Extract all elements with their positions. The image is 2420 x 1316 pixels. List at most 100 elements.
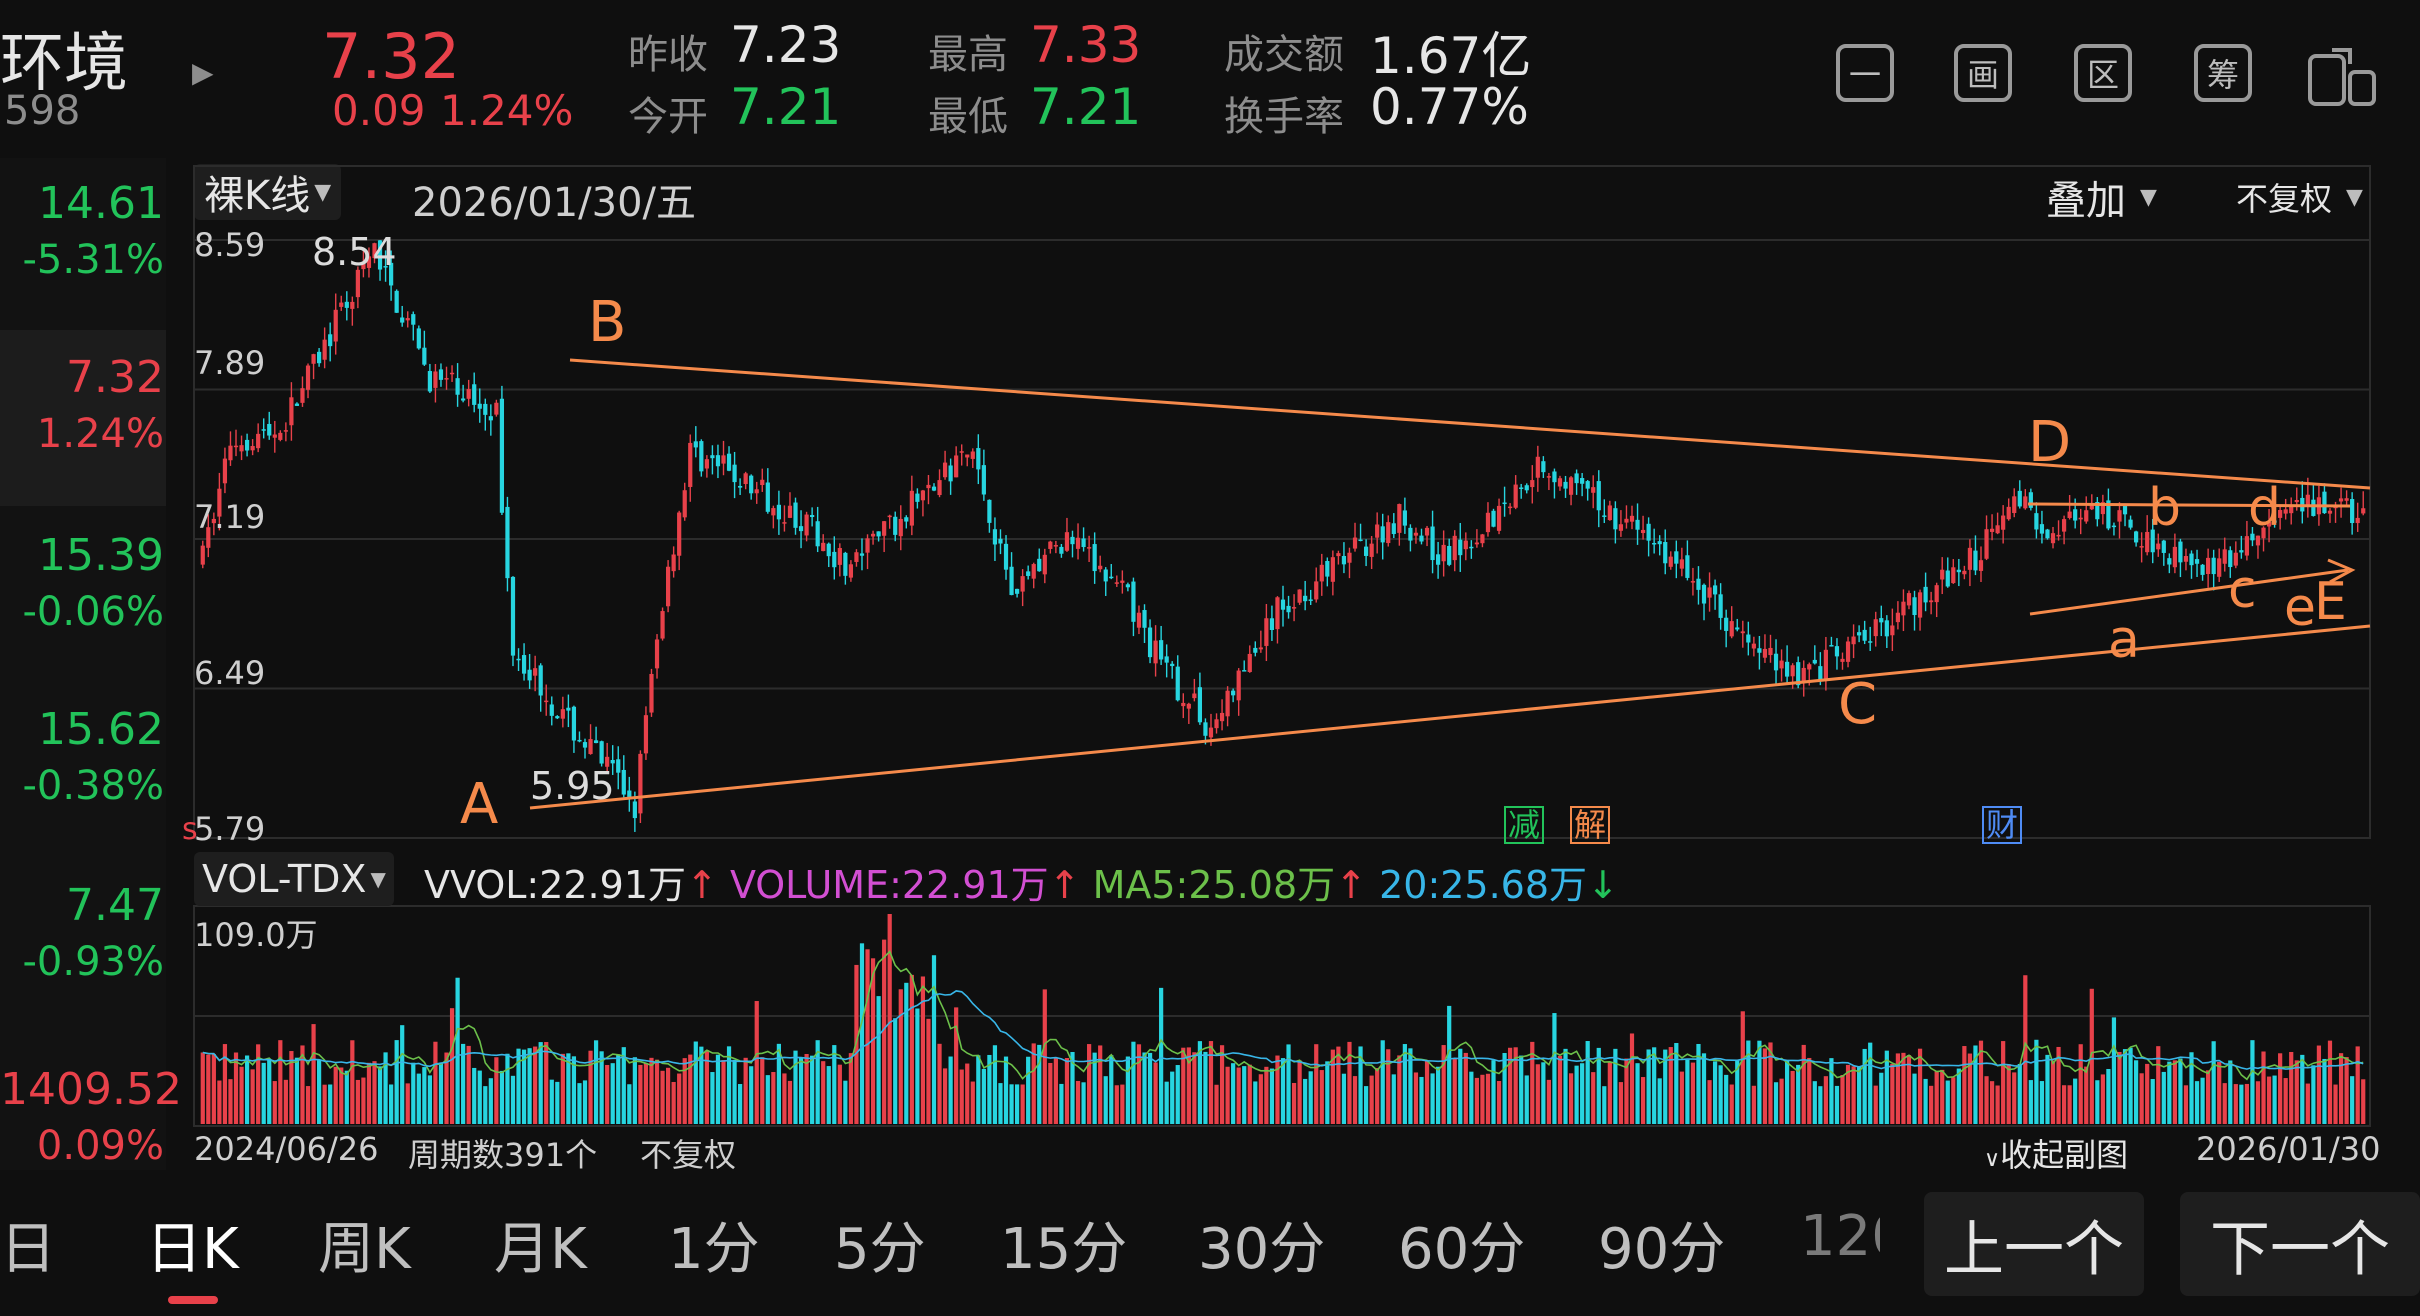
overlay-selector[interactable]: 叠加 ▼ — [2046, 168, 2157, 226]
candle-body — [1945, 570, 1950, 587]
candle-body — [278, 432, 283, 440]
tab-5min[interactable]: 5分 — [834, 1217, 926, 1282]
candle-body — [2178, 541, 2183, 563]
tab-daily-k[interactable]: 日K — [146, 1217, 239, 1282]
candle-body — [361, 263, 366, 270]
chips-box-icon[interactable]: 筹 — [2194, 44, 2252, 102]
candle-body — [2239, 550, 2244, 553]
left-panel-item[interactable]: 15.62 -0.38% — [0, 704, 164, 809]
candle-body — [272, 434, 277, 438]
wave-label-E: E — [2314, 572, 2347, 632]
volume-bar — [1718, 1065, 1723, 1124]
volume-bar — [461, 1043, 466, 1124]
candle-body — [2100, 502, 2105, 515]
volume-bar — [1956, 1068, 1961, 1124]
candle-body — [2222, 549, 2227, 564]
candle-body — [1419, 535, 1424, 542]
tab-90min[interactable]: 90分 — [1598, 1217, 1726, 1282]
volume-bar — [2206, 1070, 2211, 1124]
candle-body — [1585, 481, 1590, 489]
chart-type-selector[interactable]: 裸K线 ▼ — [194, 164, 342, 220]
volume-bar — [544, 1042, 549, 1124]
volume-bar — [2028, 1080, 2033, 1124]
volume-bar — [383, 1052, 388, 1124]
volume-bar — [2001, 1041, 2006, 1124]
tab-1min[interactable]: 1分 — [668, 1217, 760, 1282]
tab-weekly-k[interactable]: 周K — [318, 1217, 411, 1282]
left-panel-item[interactable]: 15.39 -0.06% — [0, 530, 164, 635]
volume-bar — [1491, 1060, 1496, 1124]
candle-body — [1092, 544, 1097, 572]
volume-bar — [433, 1041, 438, 1124]
collapse-subchart-button[interactable]: ∨收起副图 — [1984, 1130, 2128, 1176]
adjust-selector[interactable]: 不复权 ▼ — [2236, 174, 2363, 220]
picture-box-icon[interactable]: 画 — [1954, 44, 2012, 102]
candle-body — [1823, 649, 1828, 680]
region-box-icon[interactable]: 区 — [2074, 44, 2132, 102]
candle-body — [1790, 665, 1795, 677]
candle-body — [920, 490, 926, 501]
volume-bar — [466, 1045, 471, 1124]
volume-bar — [2311, 1065, 2316, 1124]
event-marker-unlock[interactable]: 解 — [1570, 806, 1611, 844]
volume-bar — [499, 1070, 505, 1124]
volume-bar — [1757, 1040, 1762, 1124]
candle-body — [1984, 529, 1989, 559]
candle-body — [1436, 554, 1441, 565]
candle-body — [1064, 532, 1070, 551]
volume-bar — [2217, 1062, 2222, 1124]
candle-body — [1181, 702, 1186, 707]
left-panel-item[interactable]: 7.32 1.24% — [0, 352, 164, 457]
volume-indicator-selector[interactable]: VOL-TDX ▼ — [194, 852, 394, 906]
volume-bar — [2233, 1084, 2238, 1124]
candle-body — [416, 328, 421, 349]
tab-120min[interactable]: 120 — [1800, 1204, 1880, 1269]
left-panel-item[interactable]: 14.61 -5.31% — [0, 178, 164, 283]
volume-bar — [2200, 1077, 2205, 1124]
left-panel-item[interactable]: 1409.52 0.09% — [0, 1064, 182, 1169]
expand-arrow-icon[interactable]: ▶ — [192, 56, 214, 89]
tab-30min[interactable]: 30分 — [1198, 1217, 1326, 1282]
volume-bar — [1153, 1062, 1158, 1124]
left-panel-item[interactable]: 7.47 -0.93% — [0, 880, 164, 985]
caret-down-icon: ▼ — [2346, 184, 2363, 210]
volume-bar — [2294, 1060, 2299, 1124]
candle-body — [1801, 667, 1806, 683]
candle-body — [2322, 491, 2327, 514]
candle-body — [865, 538, 870, 553]
volume-bar — [527, 1048, 532, 1124]
candle-body — [1978, 560, 1984, 571]
event-marker-finance[interactable]: 财 — [1982, 806, 2023, 844]
prev-stock-button[interactable]: 上一个 — [1924, 1192, 2144, 1296]
switch-device-icon[interactable] — [2306, 44, 2378, 108]
candle-body — [566, 707, 571, 711]
candle-body — [1635, 519, 1640, 530]
tab-monthly-k[interactable]: 月K — [494, 1217, 587, 1282]
tab-day-partial[interactable]: 日 — [0, 1217, 56, 1282]
volume-bar — [1712, 1061, 1718, 1124]
tab-60min[interactable]: 60分 — [1398, 1217, 1526, 1282]
volume-bar — [1408, 1048, 1413, 1124]
volume-bar — [2150, 1079, 2155, 1124]
volume-bar — [1984, 1076, 1989, 1124]
wave-label-D: D — [2028, 410, 2072, 475]
volume-bar — [1690, 1062, 1696, 1124]
volume-bar — [1258, 1074, 1263, 1124]
volume-bar — [632, 1057, 637, 1124]
candle-body — [2217, 558, 2222, 577]
candle-body — [1496, 505, 1502, 531]
start-date: 2024/06/26 — [194, 1130, 379, 1168]
trend-arrow-head — [2327, 558, 2356, 584]
caret-down-icon: ▼ — [314, 179, 332, 205]
next-stock-button[interactable]: 下一个 — [2180, 1192, 2420, 1296]
volume-bar — [2183, 1085, 2189, 1124]
candle-body — [1940, 569, 1945, 580]
tab-15min[interactable]: 15分 — [1000, 1217, 1128, 1282]
volume-bar — [488, 1078, 493, 1124]
candle-body — [1851, 636, 1856, 645]
volume-bar — [438, 1063, 444, 1124]
minus-box-icon[interactable]: 一 — [1836, 44, 1894, 102]
volume-bar — [1275, 1055, 1280, 1124]
event-marker-reduce[interactable]: 减 — [1504, 806, 1545, 844]
